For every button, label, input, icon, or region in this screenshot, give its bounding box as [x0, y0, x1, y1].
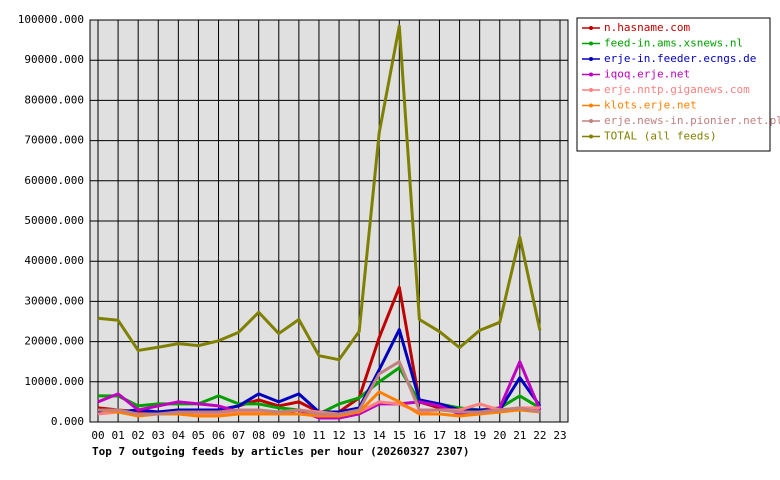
x-tick-label: 16	[413, 429, 426, 442]
series-line	[97, 24, 542, 362]
x-tick-label: 00	[91, 429, 104, 442]
legend-box	[576, 17, 771, 152]
legend-label: iqoq.erje.net	[604, 68, 690, 81]
x-tick-label: 09	[272, 429, 285, 442]
legend-label: erje.nntp.giganews.com	[604, 83, 750, 96]
legend-marker	[589, 41, 593, 46]
x-tick-label: 17	[433, 429, 446, 442]
y-tick-label: 60000.000	[24, 174, 84, 187]
x-tick-label: 22	[533, 429, 546, 442]
legend-label: erje-in.feeder.ecngs.de	[604, 52, 756, 65]
legend-label: erje.news-in.pionier.net.pl	[604, 114, 780, 127]
y-tick-label: 80000.000	[24, 93, 84, 106]
y-tick-label: 90000.000	[24, 53, 84, 66]
y-tick-label: 10000.000	[24, 375, 84, 388]
x-tick-label: 13	[353, 429, 366, 442]
x-tick-label: 05	[192, 429, 205, 442]
legend-marker	[589, 72, 593, 77]
y-tick-label: 50000.000	[24, 214, 84, 227]
y-tick-label: 70000.000	[24, 134, 84, 147]
x-tick-label: 03	[152, 429, 165, 442]
y-tick-label: 30000.000	[24, 294, 84, 307]
x-tick-label: 08	[252, 429, 265, 442]
legend-marker	[589, 134, 593, 139]
x-tick-label: 12	[332, 429, 345, 442]
x-tick-label: 15	[393, 429, 406, 442]
series-line	[98, 360, 541, 416]
legend-marker	[589, 119, 593, 123]
x-tick-label: 06	[212, 429, 225, 442]
x-tick-label: 14	[373, 429, 387, 442]
y-tick-label: 40000.000	[24, 254, 84, 267]
x-tick-label: 21	[513, 429, 526, 442]
x-tick-label: 01	[111, 429, 124, 442]
y-tick-label: 100000.000	[18, 13, 84, 26]
x-tick-label: 19	[473, 429, 486, 442]
x-tick-label: 23	[553, 429, 566, 442]
y-tick-label: 20000.000	[24, 335, 84, 348]
x-tick-label: 02	[132, 429, 145, 442]
x-tick-label: 18	[453, 429, 466, 442]
legend-marker	[589, 88, 593, 92]
chart-title: Top 7 outgoing feeds by articles per hou…	[92, 445, 470, 458]
x-tick-label: 20	[493, 429, 506, 442]
x-tick-label: 04	[172, 429, 186, 442]
legend-label: n.hasname.com	[604, 21, 690, 34]
legend-marker	[589, 103, 593, 108]
legend: n.hasname.com feed-in.ams.xsnews.nl erje-i…	[576, 17, 780, 152]
x-tick-label: 10	[292, 429, 305, 442]
legend-label: klots.erje.net	[604, 99, 697, 112]
legend-marker	[589, 57, 593, 61]
legend-label: TOTAL (all feeds)	[604, 130, 717, 143]
x-tick-label: 07	[232, 429, 245, 442]
legend-marker	[589, 26, 593, 30]
legend-label: feed-in.ams.xsnews.nl	[604, 37, 743, 50]
x-tick-label: 11	[312, 429, 325, 442]
y-tick-label: 0.000	[51, 415, 84, 428]
